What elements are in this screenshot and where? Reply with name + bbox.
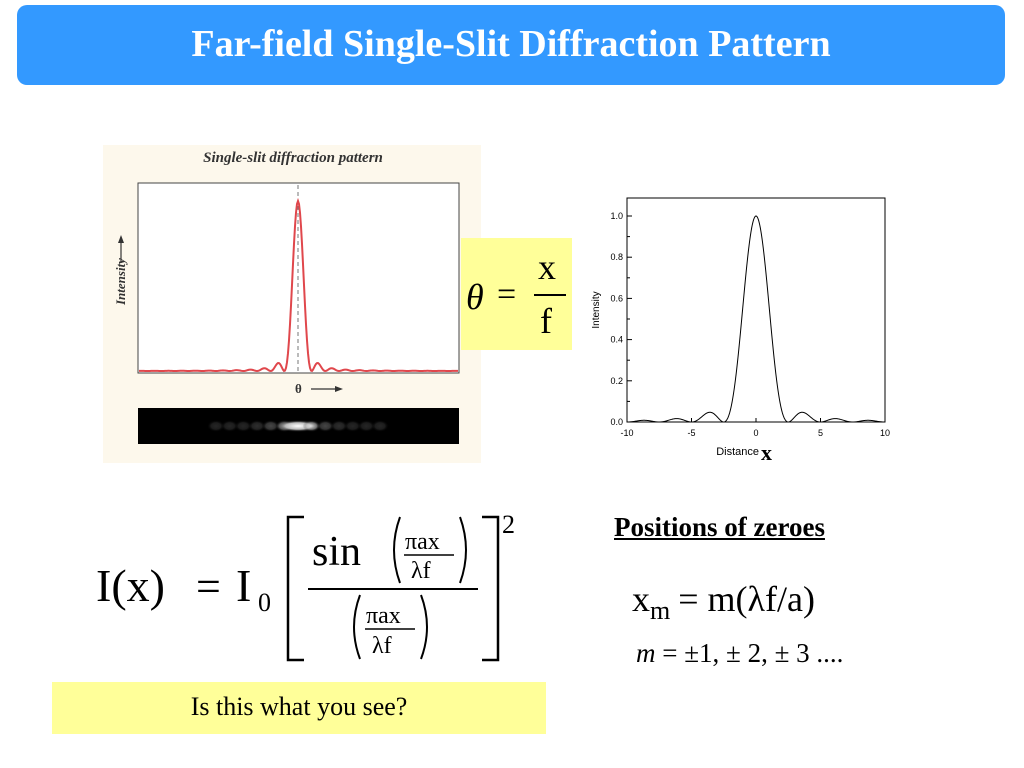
fringe-spots <box>206 420 390 432</box>
chart-x-tick-label: -10 <box>620 428 633 438</box>
fringe-spot <box>247 420 266 432</box>
theta-fraction-bar <box>534 294 566 296</box>
intensity-chart: -10 -5 0 5 10 0.0 0.2 0.4 0.6 0.8 1.0 Intensity Di… <box>591 197 890 465</box>
prompt-text: Is this what you see? <box>190 692 408 721</box>
chart-ticks: -10 -5 0 5 10 0.0 0.2 0.4 0.6 0.8 1.0 <box>610 211 890 438</box>
figure-xlabel: θ <box>295 381 302 396</box>
formula-num-right-paren <box>459 516 467 584</box>
fringe-spot <box>234 420 253 432</box>
xlabel-arrow-icon <box>335 386 343 392</box>
fringe-spot <box>206 420 225 432</box>
chart-y-tick-label: 0.0 <box>610 417 623 427</box>
formula-den-left-paren <box>353 594 361 660</box>
fringe-spot <box>220 420 239 432</box>
chart-ylabel: Intensity <box>591 291 602 328</box>
chart-frame <box>626 197 886 423</box>
fringe-spot <box>302 420 321 432</box>
chart-x-tick-label: 5 <box>818 428 823 438</box>
chart-y-tick-label: 0.8 <box>610 252 623 262</box>
fringe-spot <box>316 420 335 432</box>
chart-y-tick-label: 1.0 <box>610 211 623 221</box>
ylabel-arrow-icon <box>118 235 124 243</box>
fringe-spot <box>357 420 376 432</box>
chart-y-tick-label: 0.4 <box>610 335 623 345</box>
diffraction-curve <box>138 197 459 373</box>
zeroes-m-values: m = ±1, ± 2, ± 3 .... <box>636 638 844 668</box>
chart-xlabel-symbol: x <box>761 440 772 465</box>
fringe-spot <box>330 420 349 432</box>
diffraction-figure-title: Single-slit diffraction pattern <box>203 150 383 166</box>
chart-xlabel: Distance <box>716 446 759 458</box>
chart-x-tick-label: -5 <box>687 428 695 438</box>
intensity-formula: I(x) = I 0 2 sin πax λf πax λf <box>96 510 515 662</box>
theta-symbol: θ <box>466 277 484 317</box>
chart-y-tick-label: 0.6 <box>610 293 623 303</box>
formula-i0-subscript: 0 <box>258 588 271 617</box>
formula-exponent: 2 <box>502 510 515 539</box>
formula-left-bracket <box>286 515 304 662</box>
formula-num-left-paren <box>393 516 401 584</box>
fringe-spot <box>261 420 280 432</box>
zeroes-x: x <box>632 579 650 619</box>
formula-num-lambda-f: λf <box>411 558 431 584</box>
formula-i0: I <box>236 560 251 611</box>
formula-num-pi-ax: πax <box>405 529 440 555</box>
prompt-box <box>52 682 546 734</box>
chart-y-tick-label: 0.2 <box>610 376 623 386</box>
formula-lhs: I(x) <box>96 560 165 611</box>
slide-title: Far-field Single-Slit Diffraction Patter… <box>191 23 831 65</box>
theta-numerator: x <box>538 247 556 287</box>
chart-x-tick-label: 0 <box>753 428 758 438</box>
fringe-spot <box>343 420 362 432</box>
zeroes-heading: Positions of zeroes <box>614 512 825 542</box>
formula-den-lambda-f: λf <box>372 633 392 659</box>
title-bar <box>17 5 1005 85</box>
fringe-spot <box>371 420 390 432</box>
formula-equals: = <box>196 562 221 611</box>
chart-series-line <box>627 215 885 423</box>
formula-den-right-paren <box>420 594 428 660</box>
zeroes-formula: xm = m(λf/a) <box>632 578 815 626</box>
chart-x-tick-label: 10 <box>880 428 890 438</box>
diffraction-figure: Intensity θ <box>113 182 460 444</box>
theta-denominator: f <box>540 301 552 341</box>
figure-ylabel: Intensity <box>113 258 128 306</box>
m-variable: m <box>636 638 656 668</box>
theta-equals: = <box>497 276 517 313</box>
zeroes-x-subscript: m <box>650 596 671 626</box>
zeroes-rhs: = m(λf/a) <box>678 579 815 619</box>
formula-den-pi-ax: πax <box>366 603 401 629</box>
formula-sin: sin <box>312 529 361 575</box>
formula-right-bracket <box>482 515 500 662</box>
